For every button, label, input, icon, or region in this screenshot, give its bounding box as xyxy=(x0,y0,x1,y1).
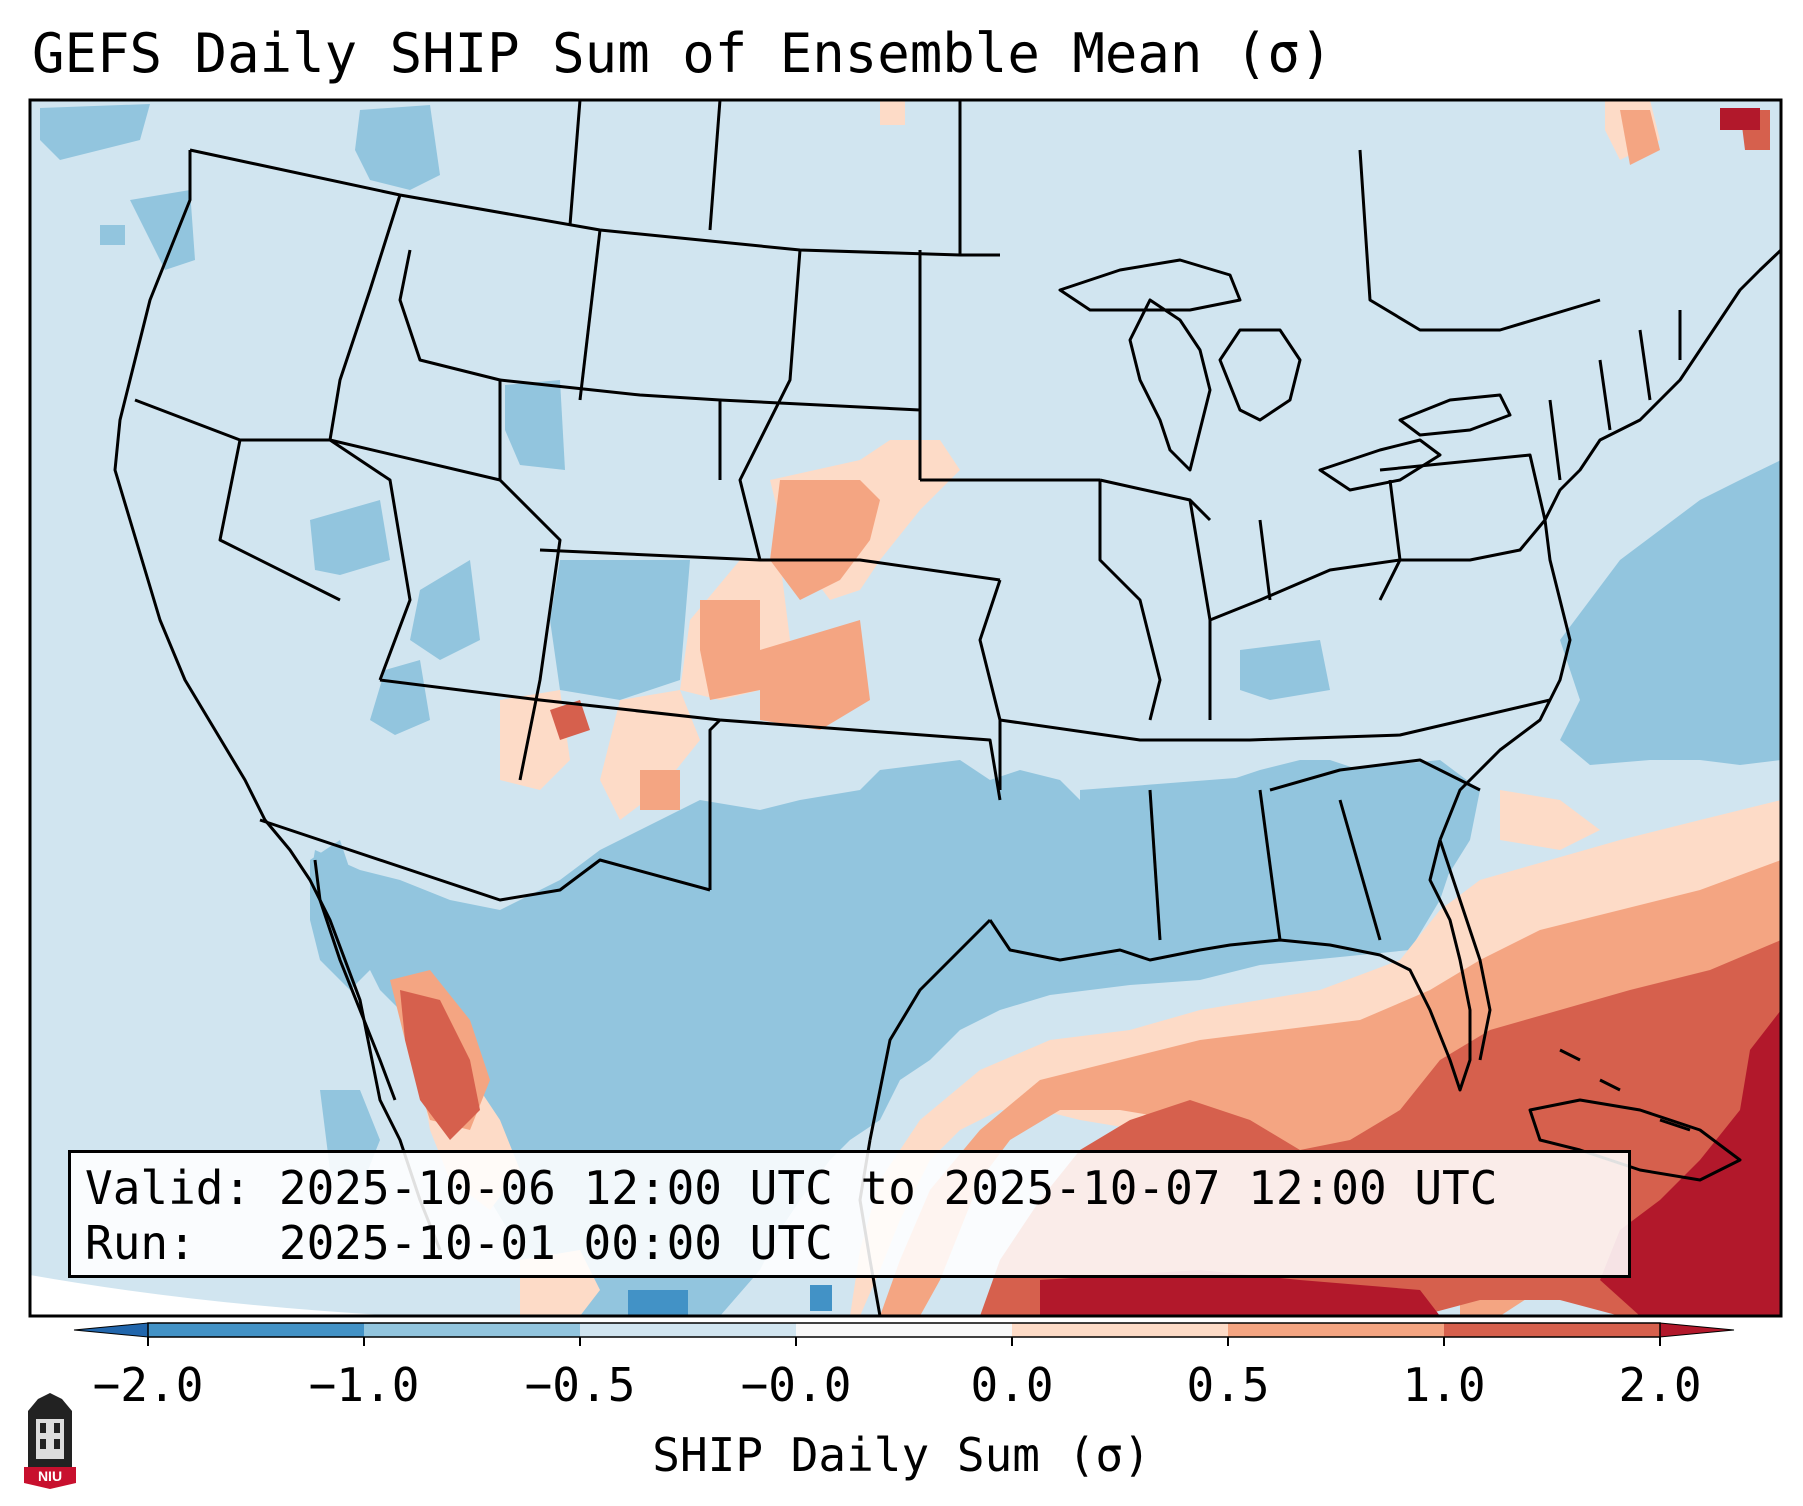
colorbar-tick-label: −1.0 xyxy=(308,1358,420,1412)
colorbar xyxy=(73,1322,1735,1346)
projection-edge-left xyxy=(30,1275,400,1316)
colorbar-bin-3 xyxy=(580,1323,796,1337)
coastlines-and-borders xyxy=(113,100,1781,1316)
colorbar-tick-label: −0.0 xyxy=(740,1358,852,1412)
map-panel xyxy=(30,100,1781,1316)
colorbar-bin-2 xyxy=(364,1323,580,1337)
run-label: Run: xyxy=(85,1216,196,1270)
colorbar-tick-label: −2.0 xyxy=(92,1358,204,1412)
colorbar-tick-label: 2.0 xyxy=(1618,1358,1702,1412)
colorbar-ticks xyxy=(147,1337,1661,1346)
colorbar-tick-label: 0.5 xyxy=(1186,1358,1270,1412)
colorbar-tick-label: 0.0 xyxy=(970,1358,1054,1412)
valid-run-info-box: Valid: 2025-10-06 12:00 UTC to 2025-10-0… xyxy=(68,1150,1631,1278)
colorbar-bin-5 xyxy=(1012,1323,1228,1337)
colorbar-bin-1 xyxy=(148,1323,364,1337)
colorbar-bin-4 xyxy=(796,1323,1012,1337)
colorbar-extend-low xyxy=(73,1322,149,1338)
colorbar-tick-label: 1.0 xyxy=(1402,1358,1486,1412)
niu-logo-text: NIU xyxy=(38,1468,62,1484)
colorbar-bin-7 xyxy=(1444,1323,1660,1337)
shading-extreme-positive xyxy=(1040,108,1781,1316)
valid-value: 2025-10-06 12:00 UTC to 2025-10-07 12:00… xyxy=(278,1161,1498,1215)
valid-label: Valid: xyxy=(85,1161,252,1215)
run-value: 2025-10-01 00:00 UTC xyxy=(278,1216,833,1270)
niu-logo: NIU xyxy=(24,1393,76,1489)
colorbar-extend-high xyxy=(1659,1322,1735,1338)
map-title: GEFS Daily SHIP Sum of Ensemble Mean (σ) xyxy=(32,22,1333,85)
colorbar-tick-label: −0.5 xyxy=(524,1358,636,1412)
colorbar-bin-6 xyxy=(1228,1323,1444,1337)
colorbar-label: SHIP Daily Sum (σ) xyxy=(652,1428,1151,1482)
map-frame xyxy=(28,98,1783,1318)
colorbar-outline xyxy=(147,1322,1661,1338)
shading-strong-negative xyxy=(628,1285,832,1316)
